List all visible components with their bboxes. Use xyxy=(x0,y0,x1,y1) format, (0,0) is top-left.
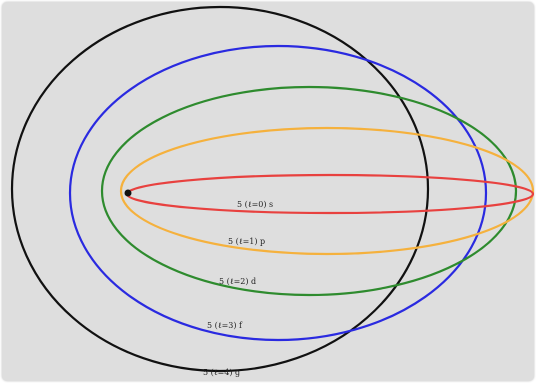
orbit-d xyxy=(100,85,518,297)
orbit-f xyxy=(68,44,488,342)
orbit-g xyxy=(10,5,430,373)
label-orbit-s: 5 (ℓ=0) s xyxy=(237,200,273,209)
label-orbit-g: 5 (ℓ=4) g xyxy=(203,368,240,377)
label-orbit-p: 5 (ℓ=1) p xyxy=(228,237,265,246)
orbit-s xyxy=(125,173,534,215)
label-orbit-f: 5 (ℓ=3) f xyxy=(207,321,243,330)
nucleus-dot xyxy=(124,189,132,197)
label-orbit-d: 5 (ℓ=2) d xyxy=(219,277,256,286)
orbit-p xyxy=(119,126,534,256)
